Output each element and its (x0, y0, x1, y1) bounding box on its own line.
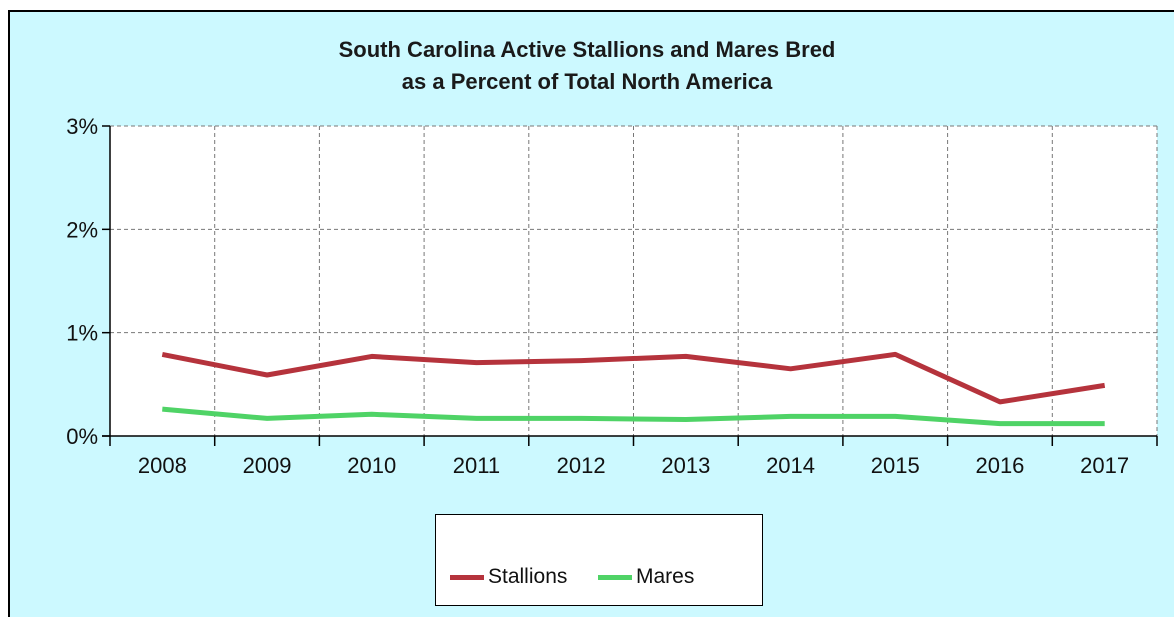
x-tick-label: 2008 (138, 453, 187, 478)
y-tick-label: 3% (66, 114, 98, 139)
x-tick-label: 2012 (557, 453, 606, 478)
legend: Stallions Mares (435, 514, 763, 606)
x-tick-label: 2010 (347, 453, 396, 478)
x-tick-label: 2015 (871, 453, 920, 478)
x-tick-label: 2009 (243, 453, 292, 478)
x-tick-label: 2016 (975, 453, 1024, 478)
legend-swatch-stallions (450, 575, 484, 580)
x-tick-label: 2014 (766, 453, 815, 478)
x-tick-label: 2011 (453, 453, 500, 478)
x-tick-label: 2013 (661, 453, 710, 478)
legend-item-mares: Mares (598, 565, 694, 589)
x-tick-label: 2017 (1080, 453, 1129, 478)
legend-label-mares: Mares (636, 565, 694, 589)
legend-swatch-mares (598, 575, 632, 580)
legend-item-stallions: Stallions (450, 565, 567, 589)
y-tick-label: 2% (66, 217, 98, 242)
legend-label-stallions: Stallions (488, 565, 567, 589)
y-tick-label: 1% (66, 321, 98, 346)
y-tick-label: 0% (66, 424, 98, 449)
